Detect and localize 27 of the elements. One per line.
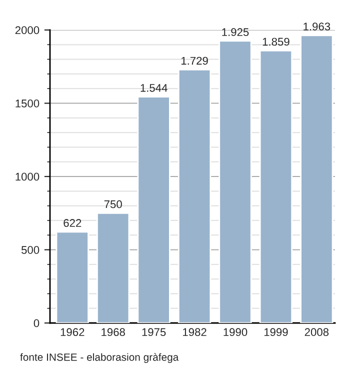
data-label: 1.925 [222,28,249,36]
x-tick-label: 1982 [183,328,206,336]
x-tick-label: 1975 [142,328,166,336]
bar [56,231,89,323]
x-tick-label: 1962 [60,328,84,336]
bar [259,50,293,323]
x-tick-label: 1990 [224,328,248,336]
bar [178,69,212,323]
data-label: 1.859 [262,38,290,46]
bar [137,96,170,323]
y-tick-label: 0 [34,319,40,328]
x-tick-label: 1968 [102,328,125,336]
y-tick-label: 1500 [16,100,40,108]
source-note: fonte INSEE - elaborasion gràfega [20,353,179,363]
data-label: 1.963 [304,22,330,30]
data-label: 622 [64,219,82,227]
data-label: 750 [104,200,122,208]
data-label: 1.544 [140,84,168,92]
x-tick-label: 1999 [264,328,288,336]
data-label: 1.729 [181,56,208,65]
x-tick-label: 2008 [304,328,329,336]
y-tick-label: 500 [21,246,40,254]
bar [300,34,334,323]
y-tick-label: 2000 [15,26,40,34]
bar [96,212,130,323]
y-tick-label: 1000 [16,172,40,181]
bar [218,40,252,323]
